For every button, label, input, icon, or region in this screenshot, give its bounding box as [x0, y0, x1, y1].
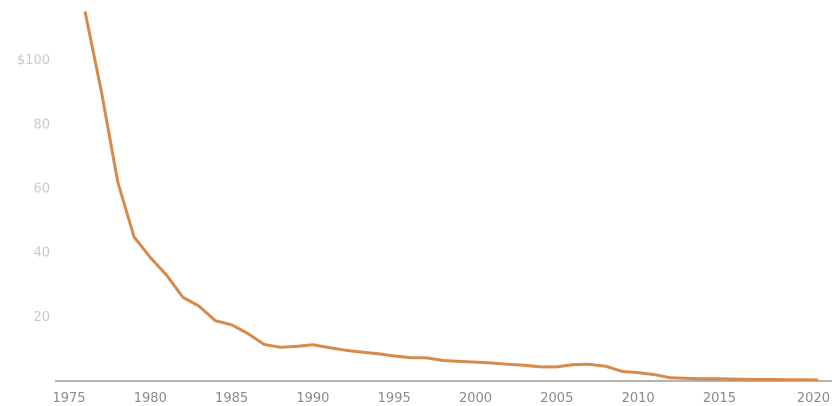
series-group: [83, 11, 819, 382]
x-axis-ticks: 1975 1980 1985 1990 1995 2000 2005 2010 2015 2020: [52, 391, 830, 406]
y-tick-label: $100: [17, 53, 50, 68]
x-tick-label: 2015: [703, 391, 736, 406]
x-tick-label: 2010: [622, 391, 655, 406]
x-tick-label: 1995: [378, 391, 411, 406]
x-tick-label: 1980: [134, 391, 167, 406]
y-tick-label: 20: [33, 310, 50, 325]
x-tick-label: 2005: [540, 391, 573, 406]
x-tick-label: 1990: [296, 391, 329, 406]
x-tick-label: 2020: [797, 391, 830, 406]
x-tick-label: 2000: [459, 391, 492, 406]
y-axis-ticks: 20 40 60 80 $100: [17, 53, 50, 325]
y-tick-label: 60: [33, 181, 50, 196]
series-line: [83, 11, 819, 382]
x-tick-label: 1985: [215, 391, 248, 406]
y-tick-label: 80: [33, 117, 50, 132]
y-tick-label: 40: [33, 246, 50, 261]
x-tick-label: 1975: [52, 391, 85, 406]
